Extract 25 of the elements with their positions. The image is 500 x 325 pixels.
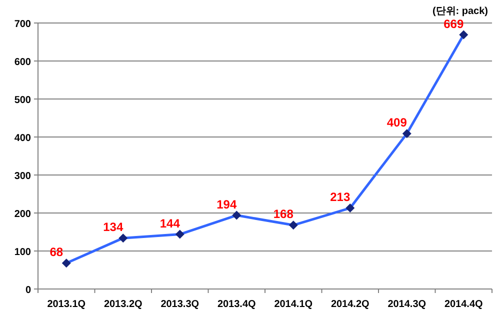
y-tick-label: 400 <box>14 133 32 144</box>
x-tick-label: 2014.1Q <box>274 299 313 310</box>
y-tick-label: 200 <box>14 209 32 220</box>
data-label: 68 <box>50 245 64 260</box>
data-label: 213 <box>330 190 350 204</box>
x-tick-label: 2014.4Q <box>444 299 484 310</box>
data-label: 669 <box>444 16 464 31</box>
data-label: 194 <box>216 197 237 212</box>
data-label: 134 <box>103 220 124 234</box>
y-tick-label: 600 <box>14 57 32 68</box>
y-tick-label: 700 <box>14 19 32 30</box>
y-tick-label: 0 <box>25 285 32 296</box>
data-label: 168 <box>273 207 294 222</box>
x-tick-label: 2014.3Q <box>388 299 426 310</box>
data-label: 144 <box>160 216 180 230</box>
x-tick-label: 2013.3Q <box>160 299 200 310</box>
x-tick-label: 2014.2Q <box>330 299 370 310</box>
y-tick-label: 100 <box>14 247 32 258</box>
x-tick-label: 2013.2Q <box>104 299 143 310</box>
x-tick-label: 2013.4Q <box>217 299 256 310</box>
x-tick-label: 2013.1Q <box>47 299 86 310</box>
y-tick-label: 300 <box>14 171 32 182</box>
y-tick-label: 500 <box>14 95 32 106</box>
data-label: 409 <box>386 116 408 130</box>
text: (단위: pack) <box>432 6 488 17</box>
